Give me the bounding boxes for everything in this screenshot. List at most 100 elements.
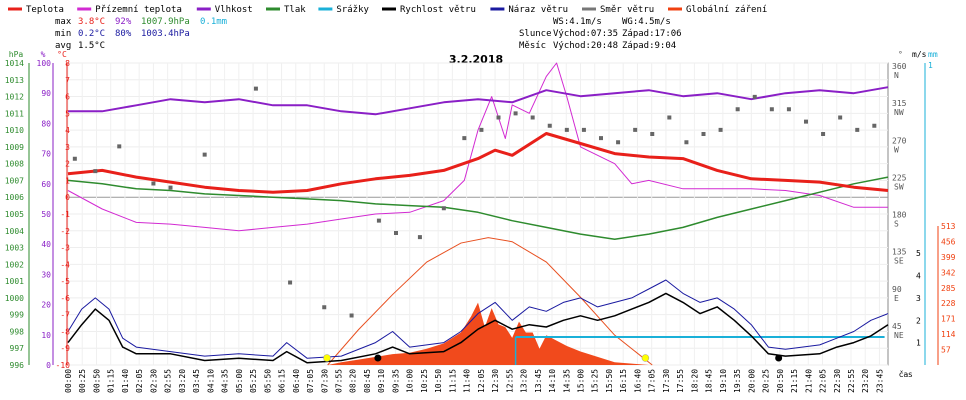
axis-x: 00:00 00:25 00:50 01:15 01:40 02:05 02:30 02:55…: [64, 369, 884, 393]
x-tick-label: 00:50: [92, 369, 101, 393]
x-tick-label: 05:50: [263, 369, 272, 393]
wind-direction-point: [288, 280, 293, 285]
axis-dir-label: NW: [894, 108, 904, 117]
axis-tick-label: 0: [46, 361, 51, 370]
axis-tick-label: 285: [941, 284, 956, 293]
x-tick-label: 16:40: [633, 369, 642, 393]
axes-left: hPa1014101310121011101010091008100710061…: [5, 50, 70, 370]
axis-tick-label: 6: [65, 93, 70, 102]
info-wg: WG:4.5m/s: [622, 17, 671, 27]
axis-tick-label: 20: [41, 301, 51, 310]
axis-tick-label: -7: [60, 311, 70, 320]
axis-dir-label: E: [894, 294, 899, 303]
stat-min-label: min: [55, 29, 71, 39]
wind-direction-point: [547, 123, 552, 128]
axis-tick-label: 45: [892, 322, 902, 331]
x-tick-label: 02:05: [135, 369, 144, 393]
axis-tick-label: 360: [892, 62, 907, 71]
stat-min-hum: 80%: [115, 29, 132, 39]
axis-tick-label: 997: [10, 344, 25, 353]
x-tick-label: 12:05: [477, 369, 486, 393]
axis-tick-label: 1002: [5, 260, 24, 269]
info-block: WS:4.1m/s WG:4.5m/s Slunce Východ:07:35 …: [519, 17, 682, 51]
wind-direction-point: [821, 132, 826, 136]
wind-direction-point: [684, 140, 689, 145]
axis-tick-label: 270: [892, 136, 907, 145]
humidity-line: [68, 86, 889, 116]
axis-tick-label: 70: [41, 150, 51, 159]
wind-direction-point: [769, 107, 774, 112]
x-tick-label: 08:20: [349, 369, 358, 393]
axis-tick-label: 180: [892, 211, 907, 220]
axis-unit: m/s: [912, 50, 927, 59]
axis-tick-label: 1010: [5, 126, 24, 135]
axis-unit: mm: [928, 50, 938, 59]
axis-tick-label: 60: [41, 180, 51, 189]
x-tick-label: 08:45: [363, 369, 372, 393]
legend-label: Tlak: [284, 5, 306, 15]
axis-tick-label: -6: [60, 294, 70, 303]
axis-tick-label: 5: [65, 109, 70, 118]
axis-tick-label: 1006: [5, 193, 24, 202]
x-tick-label: 22:30: [833, 369, 842, 393]
axis-tick-label: -5: [60, 277, 70, 286]
x-tick-label: 07:30: [320, 369, 329, 393]
axis-tick-label: 1: [928, 61, 933, 70]
wind-direction-point: [479, 127, 484, 132]
x-tick-label: 21:15: [790, 369, 799, 393]
x-tick-label: 14:35: [562, 369, 571, 393]
axis-tick-label: 3: [65, 143, 70, 152]
x-tick-label: 20:00: [747, 369, 756, 393]
x-tick-label: 11:40: [463, 369, 472, 393]
wind-direction-point: [752, 94, 757, 99]
axis-tick-label: 10: [41, 331, 51, 340]
stat-max-press: 1007.9hPa: [141, 17, 190, 27]
axis-tick-label: 114: [941, 330, 956, 339]
axis-tick-label: 1004: [5, 227, 24, 236]
axis-tick-label: 1011: [5, 109, 24, 118]
axis-dir-label: NE: [894, 331, 904, 340]
axis-tick-label: 998: [10, 327, 25, 336]
axis-tick-label: 50: [41, 210, 51, 219]
wind-direction-point: [151, 181, 156, 186]
wind-direction-point: [93, 169, 98, 174]
axis-tick-label: 135: [892, 248, 907, 257]
axis-dir-label: SW: [894, 182, 904, 191]
x-tick-label: 04:35: [221, 369, 230, 393]
moon-marker: [374, 354, 382, 362]
wind-direction-point: [804, 119, 808, 124]
wind-direction-point: [616, 140, 621, 145]
sun-marker: [323, 354, 331, 362]
axis-tick-label: 1014: [5, 59, 24, 68]
axis-tick-label: 4: [916, 272, 921, 281]
wind-direction-point: [376, 218, 381, 223]
x-tick-label: 15:25: [591, 369, 600, 393]
legend-label: Vlhkost: [215, 5, 253, 15]
axis-unit: °: [898, 50, 903, 59]
x-tick-label: 23:20: [861, 369, 870, 393]
wind-direction-point: [253, 86, 258, 91]
x-tick-label: 12:55: [505, 369, 514, 393]
x-tick-label: 17:55: [676, 369, 685, 393]
wind-direction-point: [718, 127, 723, 132]
wind-direction-point: [117, 144, 122, 149]
stat-min-press: 1003.4hPa: [141, 29, 190, 39]
x-tick-label: 21:40: [804, 369, 813, 393]
wind-direction-point: [417, 235, 422, 240]
x-tick-label: 17:05: [648, 369, 657, 393]
x-tick-label: 09:35: [391, 369, 400, 393]
wind-direction-point: [496, 115, 501, 120]
x-tick-label: 20:25: [762, 369, 771, 393]
wind-direction-point: [855, 127, 860, 132]
legend: Teplota Přízemní teplota Vlhkost Tlak Srážky…: [8, 5, 767, 15]
axis-tick-label: -2: [60, 227, 70, 236]
x-tick-label: 14:10: [548, 369, 557, 393]
stat-avg-label: avg: [55, 41, 71, 51]
x-tick-label: 02:30: [149, 369, 158, 393]
x-tick-label: 22:05: [819, 369, 828, 393]
x-tick-label: 13:45: [534, 369, 543, 393]
x-tick-label: 13:20: [520, 369, 529, 393]
x-tick-label: 22:55: [847, 369, 856, 393]
wind-direction-point: [322, 305, 327, 310]
info-ws: WS:4.1m/s: [553, 17, 602, 27]
